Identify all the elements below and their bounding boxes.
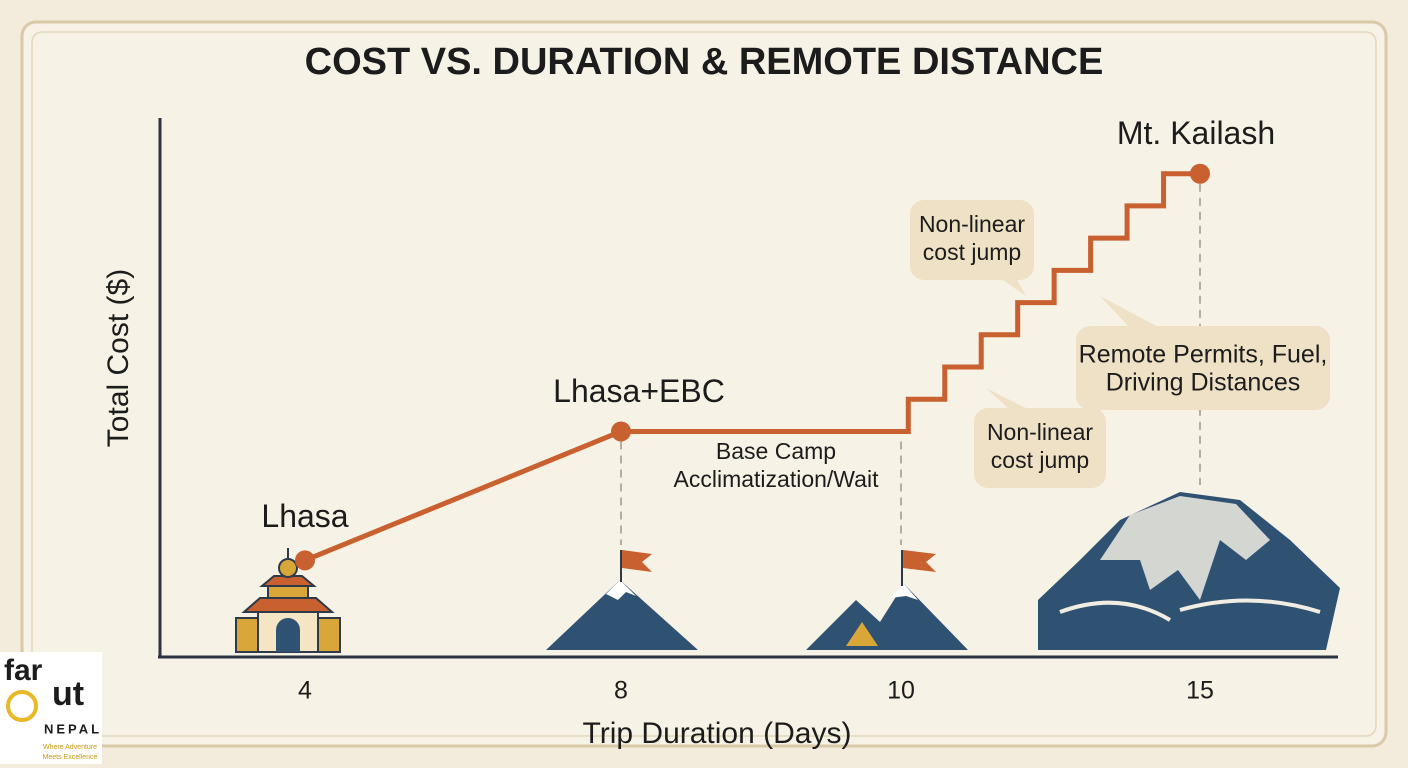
chart-title: COST VS. DURATION & REMOTE DISTANCE [305,41,1104,83]
annotation: cost jump [991,447,1089,473]
callout-tail [986,388,1030,410]
annotation: Acclimatization/Wait [674,466,880,492]
logo-bg [0,652,102,764]
frame [20,20,1388,748]
callout-bubble [1076,326,1330,410]
x-tick-label: 8 [614,677,628,705]
point-label: Lhasa [261,498,348,534]
logo-tagline: Meets Excellence [43,754,98,761]
callout-tail [1000,278,1026,296]
point [1190,163,1210,184]
logo: far ut NEPAL Where Adventure Meets Excel… [0,652,102,764]
x-tick-label: 10 [887,677,915,705]
callout-tail [1100,296,1160,328]
callout-bubble [910,200,1034,280]
annotation: Driving Distances [1106,369,1301,397]
temple-icon [235,548,341,653]
logo-name: ut [52,675,84,713]
point-label: Mt. Kailash [1117,115,1275,151]
annotation: Base Camp [716,438,836,464]
point-label: Lhasa+EBC [553,373,725,409]
line-segment [901,171,1200,434]
annotation: cost jump [923,239,1021,265]
logo-country: NEPAL [44,721,102,736]
line-segment [304,429,622,563]
logo-tagline: Where Adventure [43,744,97,751]
logo-mark [6,690,38,722]
frame-inner [31,31,1377,737]
callout-bubble [974,408,1106,488]
kailash-icon [1038,492,1340,650]
point [611,421,631,442]
y-axis-label: Total Cost ($) [102,269,135,447]
annotation: Non-linear [987,419,1093,445]
x-tick-label: 4 [298,677,312,705]
x-axis-label: Trip Duration (Days) [583,717,852,750]
annotation: Non-linear [919,211,1025,237]
logo-name: far [4,654,43,687]
mountain-icon [546,550,698,650]
annotation: Remote Permits, Fuel, [1079,341,1328,369]
basecamp-icon [806,550,968,650]
point [295,550,315,571]
x-tick-label: 15 [1186,677,1214,705]
